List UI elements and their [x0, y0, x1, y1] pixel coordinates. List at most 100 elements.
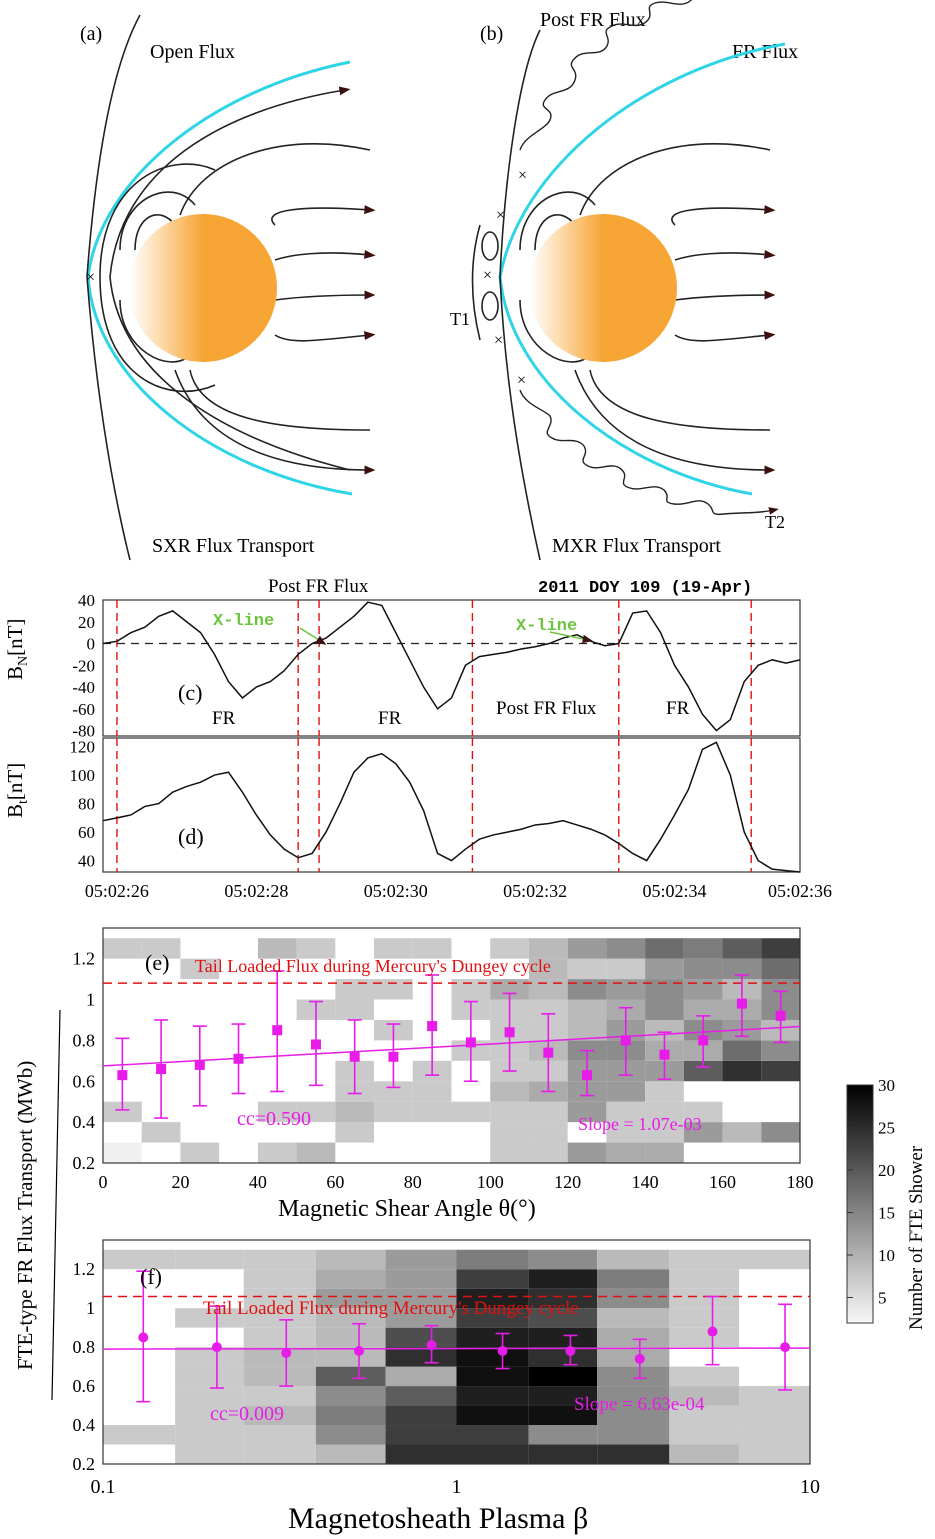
e-heat-cell-7-14 — [645, 999, 684, 1020]
e-heat-cell-1-11 — [528, 1122, 568, 1143]
panel-b-label: (b) — [480, 23, 503, 45]
fr-flux-label: FR Flux — [732, 41, 798, 63]
f-heat-cell-3-9 — [739, 1386, 810, 1406]
e-heat-cell-3-8 — [412, 1081, 452, 1102]
e-heat-cell-3-14 — [645, 1081, 684, 1102]
f-heat-cell-2-3 — [315, 1405, 386, 1426]
e-heat-cell-0-0 — [103, 1142, 142, 1163]
e-heat-cell-0-11 — [528, 1142, 568, 1163]
f-ytick-2: 0.6 — [73, 1376, 96, 1396]
f-heat-cell-4-7 — [597, 1366, 670, 1387]
e-point-14 — [659, 1049, 670, 1060]
cb-tick-2: 20 — [878, 1161, 895, 1180]
f-panel-label: (f) — [140, 1264, 162, 1289]
e-heat-cell-2-6 — [335, 1101, 375, 1123]
time-tick-2: 05:02:30 — [364, 881, 428, 901]
e-x-tick-labels: 0 20 40 60 80 100 120 140 160 180 — [99, 1172, 814, 1192]
f-dungey-label: Tail Loaded Flux during Mercury's Dungey… — [203, 1298, 579, 1319]
f-heat-cell-1-8 — [669, 1425, 740, 1445]
bn-tick-6: -80 — [72, 722, 95, 741]
f-heat-cell-10-4 — [385, 1249, 457, 1270]
e-heat-cell-2-10 — [490, 1101, 529, 1123]
time-tick-3: 05:02:32 — [503, 881, 567, 901]
e-ytick-1: 0.4 — [73, 1112, 96, 1132]
x-point-icon: × — [86, 269, 95, 286]
mxr-caption: MXR Flux Transport — [552, 535, 721, 557]
f-heat-cell-2-4 — [385, 1405, 457, 1426]
e-xtick-3: 60 — [326, 1172, 344, 1192]
e-fit-line — [102, 1025, 801, 1067]
e-heat-cell-1-1 — [141, 1122, 181, 1143]
e-heat-cell-10-5 — [296, 938, 336, 959]
e-point-2 — [194, 1059, 205, 1070]
f-xtick-1: 1 — [452, 1476, 462, 1498]
f-heat-cell-2-2 — [243, 1405, 316, 1426]
f-heat-cell-0-9 — [739, 1444, 810, 1464]
f-heat-cell-7-1 — [175, 1308, 244, 1328]
magnetopause-curve — [86, 60, 353, 496]
panel-b-diagram: (b) Post FR Flux FR Flux × — [450, 0, 798, 561]
f-heat-cell-0-7 — [597, 1444, 670, 1464]
f-point-5 — [497, 1346, 508, 1357]
ts-title: 2011 DOY 109 (19-Apr) — [538, 579, 752, 598]
e-heat-cell-8-6 — [335, 979, 375, 1000]
f-ytick-5: 1.2 — [73, 1259, 96, 1279]
f-heat-cell-0-6 — [528, 1444, 598, 1464]
x-point-icon-4: × — [494, 332, 503, 349]
e-heat-cell-0-5 — [296, 1142, 336, 1163]
e-heat-cell-9-13 — [606, 958, 646, 980]
e-heat-cell-10-11 — [528, 938, 568, 959]
e-point-4 — [272, 1025, 283, 1036]
bt-tick-4: 40 — [78, 852, 95, 871]
e-heat-cell-0-2 — [180, 1142, 220, 1163]
e-heat-cell-7-6 — [335, 999, 375, 1020]
e-panel-label: (e) — [145, 950, 169, 975]
colorbar: 30 25 20 15 10 5 Number of FTE Shower — [846, 1076, 927, 1330]
f-heat-cell-1-2 — [243, 1425, 316, 1445]
cb-tick-5: 5 — [878, 1289, 887, 1308]
e-heat-cell-9-17 — [761, 958, 800, 980]
f-heat-cell-4-3 — [315, 1366, 386, 1387]
region-label-fr-2: FR — [378, 708, 402, 729]
f-heat-cell-1-0 — [103, 1425, 176, 1445]
f-heat-cell-10-6 — [528, 1249, 598, 1270]
f-heat-cell-10-2 — [243, 1249, 316, 1270]
bt-tick-2: 80 — [78, 795, 95, 814]
f-heat-cell-5-1 — [175, 1347, 244, 1367]
f-heat-cell-9-2 — [243, 1269, 316, 1289]
f-xtick-0: 0.1 — [91, 1476, 116, 1498]
f-point-4 — [426, 1340, 437, 1351]
xline-arrow-1 — [299, 627, 327, 645]
e-heat-cell-6-12 — [567, 1019, 607, 1041]
f-heat-cell-4-6 — [528, 1366, 598, 1387]
f-heat-cell-5-4 — [385, 1347, 457, 1367]
e-heat-cell-3-10 — [490, 1081, 529, 1102]
e-heat-cell-2-8 — [412, 1101, 452, 1123]
cb-tick-3: 15 — [878, 1204, 895, 1223]
f-heat-cell-1-6 — [528, 1425, 598, 1445]
e-heat-cell-0-10 — [490, 1142, 529, 1163]
e-heat-cell-0-13 — [606, 1142, 646, 1163]
e-heat-cell-2-14 — [645, 1101, 684, 1123]
xline-label-2: X-line — [516, 617, 577, 636]
e-ytick-0: 0.2 — [73, 1153, 96, 1173]
f-heat-cell-5-3 — [315, 1347, 386, 1367]
f-slope-label: Slope = 6.63e-04 — [574, 1394, 705, 1415]
e-point-5 — [310, 1039, 321, 1050]
f-heat-cell-6-4 — [385, 1327, 457, 1348]
e-data-points — [115, 970, 788, 1119]
f-heat-cell-5-2 — [243, 1347, 316, 1367]
e-heat-cell-10-8 — [412, 938, 452, 959]
cb-tick-4: 10 — [878, 1246, 895, 1265]
x-point-icon-1: × — [518, 167, 527, 184]
e-xtick-9: 180 — [787, 1172, 814, 1192]
e-ytick-5: 1.2 — [73, 949, 96, 969]
panel-a-diagram: (a) Open Flux × SXR Flux Transport — [80, 14, 376, 561]
f-heat-cell-0-2 — [243, 1444, 316, 1464]
ts-top-label: Post FR Flux — [268, 576, 369, 597]
bt-tick-0: 120 — [70, 738, 96, 757]
f-heat-cell-3-2 — [243, 1386, 316, 1406]
ylabel-bracket-line — [51, 1009, 61, 1401]
colorbar-gradient — [846, 1084, 874, 1324]
f-heat-cell-8-4 — [385, 1288, 457, 1309]
